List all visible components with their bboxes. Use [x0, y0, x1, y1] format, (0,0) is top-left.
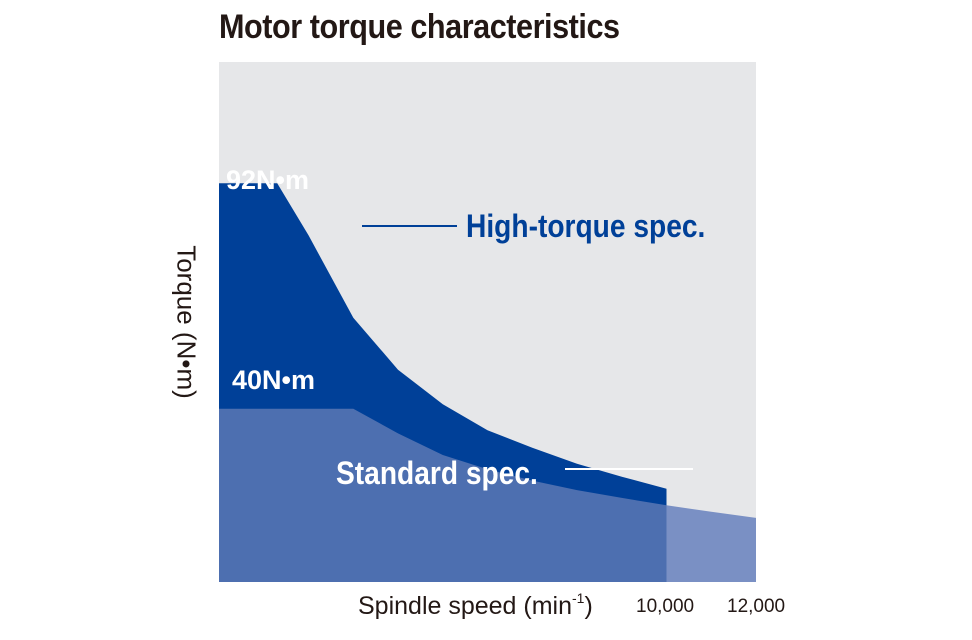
standard-series-label: Standard spec.: [336, 455, 538, 491]
x-tick-label: 10,000: [636, 596, 695, 617]
x-axis-label-text: Spindle speed (min: [358, 592, 573, 620]
standard-area: [219, 408, 667, 582]
chart-title: Motor torque characteristics: [219, 8, 620, 46]
x-axis-label: Spindle speed (min-1): [358, 590, 593, 621]
standard-extended-area: [666, 505, 756, 582]
x-tick-label: 12,000: [727, 596, 786, 617]
high-torque-max-label: 92N•m: [226, 165, 309, 195]
standard-max-label: 40N•m: [232, 365, 315, 395]
x-axis-label-close: ): [584, 592, 593, 620]
high-torque-series-label: High-torque spec.: [466, 208, 706, 244]
y-axis-label: Torque (N•m): [171, 245, 202, 399]
x-axis-label-exponent: -1: [572, 590, 585, 606]
